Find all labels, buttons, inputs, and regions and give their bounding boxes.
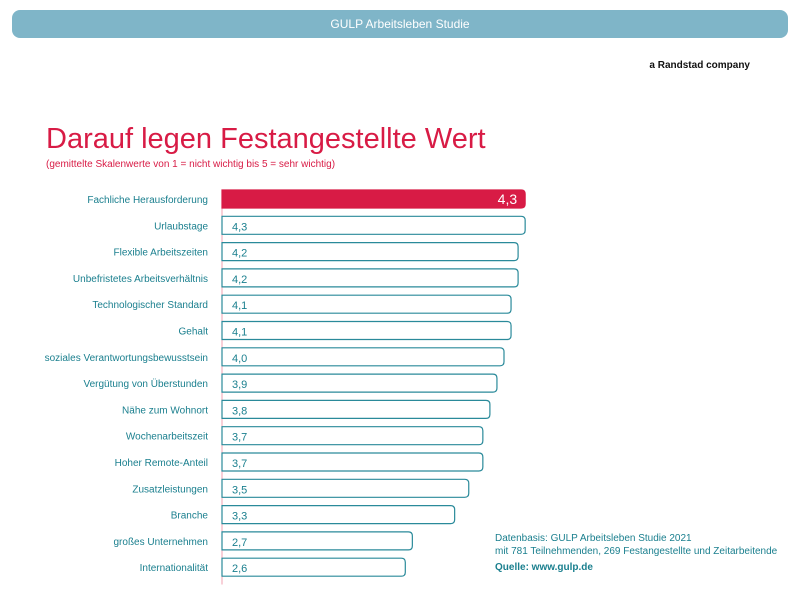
- data-label: 4,2: [232, 248, 247, 260]
- data-label: 2,6: [232, 563, 247, 575]
- data-label: 3,8: [232, 405, 247, 417]
- bar: [221, 531, 413, 551]
- category-label: Vergütung von Überstunden: [83, 378, 208, 390]
- chart-title: Darauf legen Festangestellte Wert: [46, 123, 486, 155]
- source-line-1: Datenbasis: GULP Arbeitsleben Studie 202…: [495, 533, 692, 544]
- category-label: Zusatzleistungen: [132, 484, 208, 495]
- bar: [221, 426, 484, 446]
- data-label: 3,7: [232, 458, 247, 470]
- data-label: 3,9: [232, 379, 247, 391]
- source-link[interactable]: Quelle: www.gulp.de: [495, 562, 593, 573]
- bar: [221, 320, 512, 341]
- category-label: Internationalität: [140, 563, 209, 574]
- category-label: großes Unternehmen: [114, 537, 209, 548]
- bar: [221, 557, 406, 577]
- bar: [221, 268, 519, 288]
- bar: [221, 189, 526, 209]
- data-label: 4,3: [232, 221, 247, 233]
- category-label: Nähe zum Wohnort: [122, 405, 208, 416]
- bar: [221, 505, 456, 525]
- data-label: 3,5: [232, 484, 247, 496]
- bar: [221, 242, 519, 262]
- category-label: Urlaubstage: [154, 221, 208, 232]
- category-label: Gehalt: [179, 327, 209, 338]
- category-label: Technologischer Standard: [92, 300, 208, 311]
- category-label: Flexible Arbeitszeiten: [114, 248, 209, 259]
- category-label: Unbefristetes Arbeitsverhältnis: [73, 274, 208, 285]
- data-label: 4,2: [232, 274, 247, 286]
- category-label: Branche: [171, 511, 209, 522]
- data-label: 3,7: [232, 432, 247, 444]
- bar: [221, 478, 470, 498]
- category-label: soziales Verantwortungsbewusstsein: [45, 353, 208, 364]
- bar: [221, 294, 512, 314]
- bar: [221, 452, 484, 472]
- category-label: Hoher Remote-Anteil: [115, 458, 208, 469]
- data-label: 4,3: [498, 191, 518, 207]
- banner: GULP Arbeitsleben Studie: [12, 10, 788, 38]
- category-label: Wochenarbeitszeit: [126, 432, 208, 443]
- bar: [221, 399, 491, 419]
- data-label: 4,1: [232, 327, 247, 339]
- bar: [221, 347, 505, 367]
- bar: [221, 373, 498, 393]
- category-label: Fachliche Herausforderung: [87, 195, 208, 206]
- data-label: 4,1: [232, 300, 247, 312]
- data-label: 3,3: [232, 511, 247, 523]
- chart-subtitle: (gemittelte Skalenwerte von 1 = nicht wi…: [46, 159, 336, 170]
- data-label: 2,7: [232, 537, 247, 549]
- bar: [221, 215, 526, 235]
- source-line-2: mit 781 Teilnehmenden, 269 Festangestell…: [495, 546, 778, 557]
- company-tagline: a Randstad company: [649, 60, 750, 71]
- data-label: 4,0: [232, 353, 247, 365]
